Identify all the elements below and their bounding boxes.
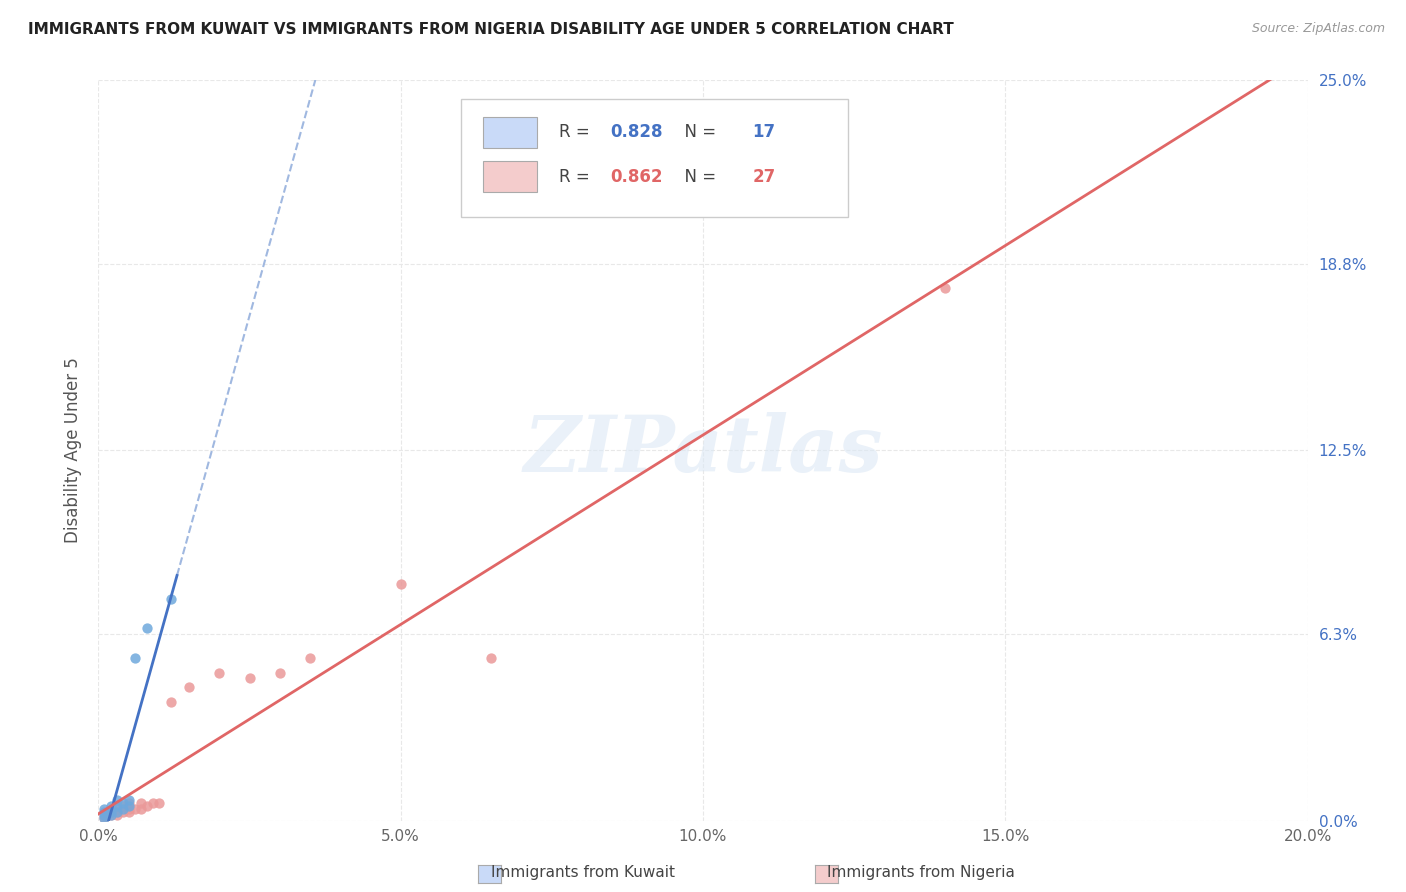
Point [118, 805, 141, 819]
Point [100, 807, 122, 822]
Point [934, 280, 956, 294]
Point [105, 807, 128, 822]
Point [239, 672, 262, 686]
Point [208, 665, 231, 680]
Point [93, 807, 115, 822]
Point [269, 665, 291, 680]
Point [142, 796, 165, 810]
Point [118, 798, 141, 813]
Point [124, 650, 146, 665]
Point [160, 695, 183, 709]
Point [105, 798, 128, 813]
Point [129, 802, 152, 816]
Point [93, 811, 115, 825]
Text: IMMIGRANTS FROM KUWAIT VS IMMIGRANTS FROM NIGERIA DISABILITY AGE UNDER 5 CORRELA: IMMIGRANTS FROM KUWAIT VS IMMIGRANTS FRO… [28, 22, 953, 37]
Point [135, 798, 157, 813]
Point [118, 802, 141, 816]
Point [118, 793, 141, 807]
Point [160, 591, 183, 606]
Point [105, 805, 128, 819]
Text: 0.828: 0.828 [610, 123, 662, 141]
Point [129, 796, 152, 810]
Point [118, 796, 141, 810]
Text: ZIPatlas: ZIPatlas [523, 412, 883, 489]
FancyBboxPatch shape [461, 99, 848, 218]
Text: N =: N = [673, 123, 721, 141]
Point [105, 802, 128, 816]
Text: Source: ZipAtlas.com: Source: ZipAtlas.com [1251, 22, 1385, 36]
Text: Immigrants from Nigeria: Immigrants from Nigeria [827, 865, 1015, 880]
FancyBboxPatch shape [482, 161, 537, 192]
FancyBboxPatch shape [482, 117, 537, 148]
Point [179, 681, 201, 695]
Point [111, 796, 134, 810]
Point [105, 793, 128, 807]
Text: 0.862: 0.862 [610, 168, 662, 186]
Point [111, 798, 134, 813]
Point [93, 807, 115, 822]
Point [100, 805, 122, 819]
Text: R =: R = [560, 168, 595, 186]
Text: 27: 27 [752, 168, 776, 186]
Point [93, 805, 115, 819]
Point [100, 798, 122, 813]
Text: N =: N = [673, 168, 721, 186]
Text: R =: R = [560, 123, 595, 141]
Point [93, 802, 115, 816]
Point [135, 621, 157, 635]
Point [148, 796, 170, 810]
Y-axis label: Disability Age Under 5: Disability Age Under 5 [65, 358, 83, 543]
Point [100, 805, 122, 819]
Point [481, 650, 503, 665]
Point [299, 650, 322, 665]
Point [111, 805, 134, 819]
Text: Immigrants from Kuwait: Immigrants from Kuwait [492, 865, 675, 880]
Text: 17: 17 [752, 123, 776, 141]
Point [93, 811, 115, 825]
Point [105, 805, 128, 819]
Point [389, 576, 412, 591]
Point [111, 802, 134, 816]
Point [124, 802, 146, 816]
Point [100, 807, 122, 822]
